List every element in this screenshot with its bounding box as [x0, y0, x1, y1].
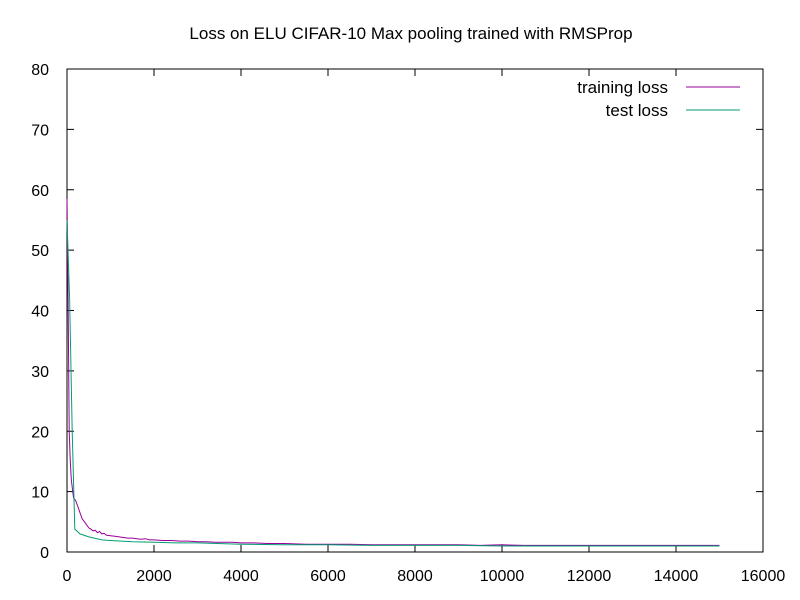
y-tick-label: 30	[31, 364, 49, 381]
legend-label: training loss	[577, 78, 668, 97]
x-tick-label: 16000	[741, 568, 786, 585]
chart-title: Loss on ELU CIFAR-10 Max pooling trained…	[189, 24, 632, 43]
plot-frame	[66, 68, 764, 553]
series-layer	[66, 198, 720, 547]
legend-label: test loss	[606, 101, 668, 120]
y-tick-label: 10	[31, 485, 49, 502]
x-tick-label: 14000	[654, 568, 699, 585]
series-line-training-loss	[66, 198, 720, 546]
y-tick-label: 0	[40, 545, 49, 562]
x-tick-label: 12000	[567, 568, 612, 585]
x-tick-label: 2000	[136, 568, 172, 585]
y-tick-label: 80	[31, 62, 49, 79]
y-tick-label: 70	[31, 122, 49, 139]
x-tick-label: 4000	[223, 568, 259, 585]
y-tick-label: 50	[31, 243, 49, 260]
x-tick-label: 10000	[480, 568, 525, 585]
y-tick-label: 20	[31, 424, 49, 441]
y-tick-label: 60	[31, 183, 49, 200]
legend: training loss test loss	[577, 78, 740, 120]
series-line-test-loss	[66, 219, 720, 547]
ticks-layer: 0 2000 4000 6000 8000 10000 12000 14000 16000 0 10…	[31, 62, 785, 585]
x-tick-label: 6000	[310, 568, 346, 585]
x-tick-label: 8000	[397, 568, 433, 585]
x-tick-label: 0	[63, 568, 72, 585]
y-tick-label: 40	[31, 304, 49, 321]
